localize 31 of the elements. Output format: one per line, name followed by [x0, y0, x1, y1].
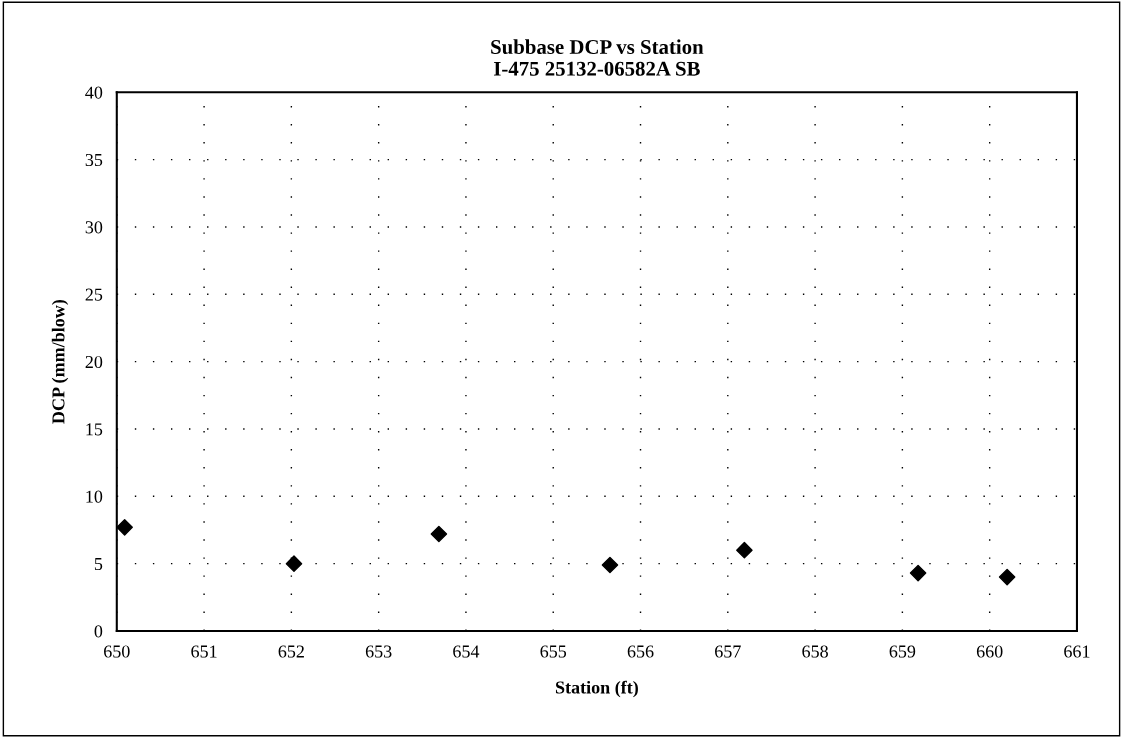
x-tick-label: 660: [976, 645, 1003, 658]
y-tick-label: 10: [86, 490, 103, 503]
x-tick-label: 658: [802, 645, 828, 658]
y-tick-label: 40: [85, 86, 103, 99]
y-tick-label: 25: [85, 288, 103, 301]
y-tick-label: 5: [94, 558, 103, 571]
point: [430, 525, 448, 543]
x-axis-title: Station (ft): [555, 680, 638, 698]
point: [601, 556, 619, 574]
x-tick-label: 657: [715, 645, 741, 658]
point: [998, 568, 1016, 586]
y-tick-label: 15: [86, 423, 103, 436]
chart-title: Subbase DCP vs Station I-475 25132-06582A SB: [491, 39, 704, 76]
point: [116, 518, 133, 536]
y-tick-label: 20: [85, 355, 103, 369]
x-tick-label: 654: [453, 645, 480, 658]
x-tick-label: 650: [104, 645, 130, 658]
point: [736, 541, 753, 559]
y-tick-label: 0: [94, 625, 103, 638]
x-tick-label: 651: [191, 645, 217, 658]
x-tick-label: 653: [365, 645, 392, 658]
x-tick-label: 652: [278, 645, 304, 658]
y-axis-title: DCP (mm/blow): [51, 299, 69, 424]
y-tick-label: 30: [85, 221, 103, 234]
x-tick-label: 659: [889, 645, 916, 658]
point: [909, 564, 927, 582]
point: [285, 555, 303, 572]
y-tick-label: 35: [85, 153, 103, 167]
x-tick-label: 655: [540, 645, 567, 658]
x-tick-label: 661: [1064, 645, 1090, 658]
x-tick-label: 656: [627, 645, 654, 658]
